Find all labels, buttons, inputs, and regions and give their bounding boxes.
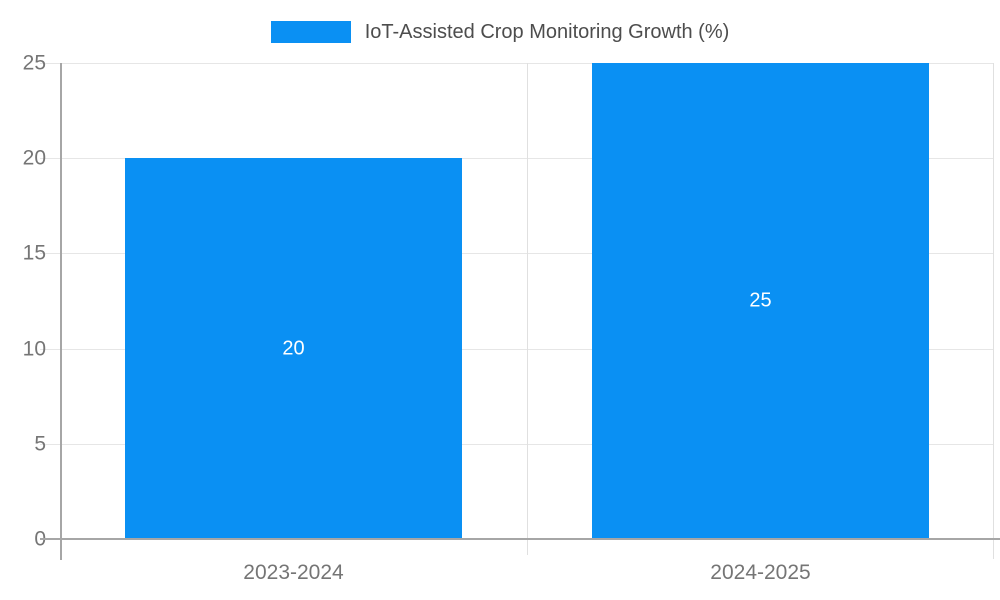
gridline-y-10 <box>40 348 994 350</box>
gridline-y-20 <box>40 158 994 160</box>
y-axis-tick-label: 25 <box>22 51 46 75</box>
legend-swatch <box>270 21 351 43</box>
plot-right-edge-line <box>993 63 994 559</box>
y-axis-line <box>60 63 62 560</box>
bar-value-label: 20 <box>282 337 305 360</box>
x-axis-line <box>40 538 1000 540</box>
x-axis-category-label: 2024-2025 <box>710 561 811 584</box>
bar-2023-2024[interactable]: 20 <box>125 158 462 539</box>
gridline-y-5 <box>40 443 994 445</box>
y-axis-tick-label: 5 <box>34 432 46 456</box>
gridline-y-25 <box>40 63 994 64</box>
chart-legend: IoT-Assisted Crop Monitoring Growth (%) <box>0 17 1000 47</box>
bar-2024-2025[interactable]: 25 <box>592 63 929 539</box>
y-axis-tick-label: 15 <box>22 241 46 265</box>
legend-label: IoT-Assisted Crop Monitoring Growth (%) <box>364 21 730 43</box>
y-axis-tick-label: 10 <box>22 337 46 361</box>
gridline-y-15 <box>40 253 994 255</box>
x-axis-category-label: 2023-2024 <box>243 561 344 584</box>
bar-value-label: 25 <box>749 289 772 312</box>
category-divider-line <box>527 63 528 555</box>
y-axis-tick-label: 20 <box>22 146 46 170</box>
